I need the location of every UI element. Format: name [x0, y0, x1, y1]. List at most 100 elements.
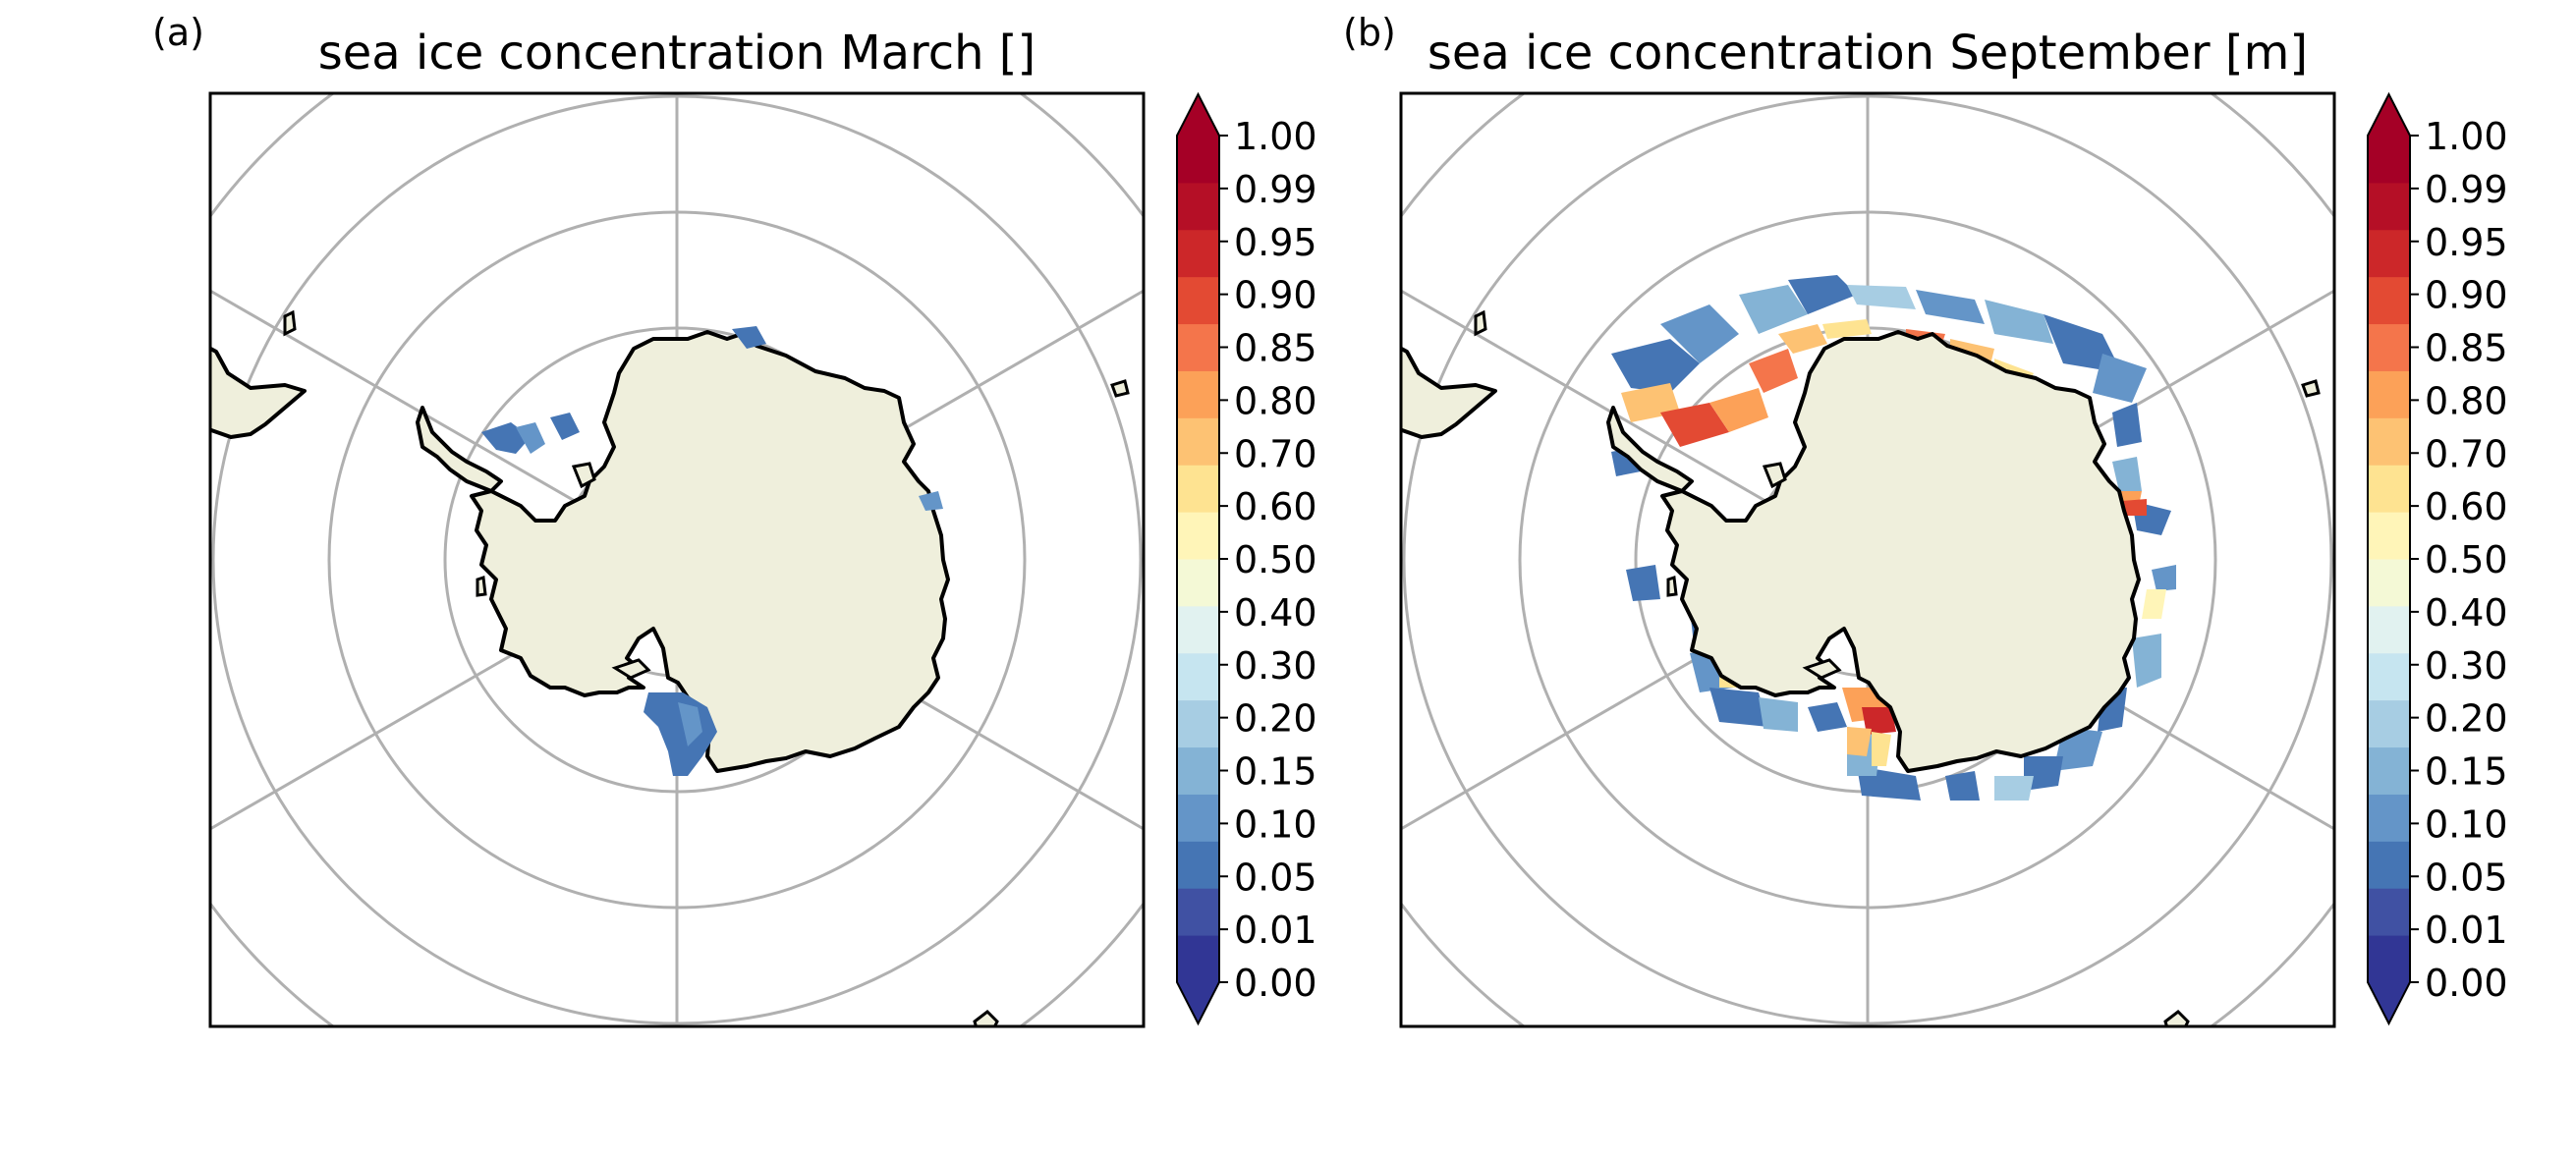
colorbar-a-band [1177, 699, 1219, 748]
sea-ice-field [481, 326, 943, 776]
colorbar-b-tick-label: 0.50 [2425, 538, 2508, 581]
panel-b-map [1401, 93, 2334, 1026]
colorbar-b-tick-label: 0.20 [2425, 697, 2508, 741]
colorbar-a-band [1177, 229, 1219, 278]
colorbar-b-band [2368, 605, 2410, 654]
colorbar-b-band [2368, 652, 2410, 701]
colorbar-a-tick-label: 0.20 [1234, 697, 1317, 741]
colorbar-a-tick-label: 1.00 [1234, 115, 1317, 158]
colorbar-a-extend-min [1177, 982, 1219, 1023]
colorbar-a-tick-label: 0.40 [1234, 591, 1317, 635]
island [1110, 379, 1130, 398]
island [973, 1010, 999, 1026]
colorbar-a: 0.00 0.01 0.05 0.10 0.15 0.20 0.30 0.40 0.50 0.60… [1176, 91, 1317, 1026]
island [1474, 309, 1487, 337]
colorbar-a-tick-label: 0.60 [1234, 485, 1317, 528]
colorbar-b-band [2368, 559, 2410, 607]
colorbar-a-band [1177, 841, 1219, 889]
colorbar-a-tick-label: 0.99 [1234, 168, 1317, 211]
panel-b: (b) sea ice concentration September [m] [1343, 11, 2508, 1028]
colorbar-b-band [2368, 182, 2410, 231]
colorbar-b-tick-label: 0.10 [2425, 802, 2508, 846]
colorbar-a-band [1177, 323, 1219, 371]
colorbar-b-tick-label: 0.05 [2425, 856, 2508, 899]
colorbar-a-tick-label: 0.90 [1234, 274, 1317, 317]
colorbar-a-band [1177, 559, 1219, 607]
colorbar-b-band [2368, 370, 2410, 418]
island [2163, 1010, 2190, 1026]
colorbar-a-band [1177, 652, 1219, 701]
colorbar-b-tick-label: 0.99 [2425, 168, 2508, 211]
colorbar-a-tick-label: 0.10 [1234, 802, 1317, 846]
colorbar-b: 0.00 0.01 0.05 0.10 0.15 0.20 0.30 0.40 0.50 0.60… [2367, 91, 2508, 1026]
colorbar-b-tick-label: 0.70 [2425, 432, 2508, 475]
island [1762, 462, 1787, 489]
colorbar-b-band [2368, 888, 2410, 936]
colorbar-b-extend-min [2368, 982, 2410, 1023]
colorbar-b-tick-label: 0.30 [2425, 644, 2508, 688]
panel-b-label: (b) [1343, 11, 1396, 54]
colorbar-a-band [1177, 746, 1219, 795]
colorbar-b-band [2368, 794, 2410, 842]
colorbar-a-band [1177, 136, 1219, 184]
colorbar-b-band [2368, 512, 2410, 560]
colorbar-b-tick-label: 0.01 [2425, 909, 2508, 952]
colorbar-a-tick-label: 0.85 [1234, 327, 1317, 370]
colorbar-a-band [1177, 512, 1219, 560]
colorbar-a-band [1177, 888, 1219, 936]
colorbar-b-band [2368, 136, 2410, 184]
island [1666, 575, 1678, 597]
colorbar-b-band [2368, 699, 2410, 748]
antarctica-land [1660, 330, 2141, 773]
panel-a-label: (a) [152, 11, 204, 54]
colorbar-b-tick-label: 1.00 [2425, 115, 2508, 158]
colorbar-b-band [2368, 323, 2410, 371]
colorbar-b-tick-label: 0.15 [2425, 750, 2508, 794]
colorbar-a-tick-label: 0.70 [1234, 432, 1317, 475]
island [571, 462, 596, 489]
panel-a-title: sea ice concentration March [] [318, 26, 1036, 81]
island [476, 575, 487, 597]
colorbar-a-band [1177, 417, 1219, 466]
island [2301, 379, 2321, 398]
colorbar-a-band [1177, 605, 1219, 654]
colorbar-a-tick-label: 0.80 [1234, 379, 1317, 422]
colorbar-a-tick-label: 0.05 [1234, 856, 1317, 899]
colorbar-a-tick-label: 0.01 [1234, 909, 1317, 952]
colorbar-a-tick-label: 0.30 [1234, 644, 1317, 688]
colorbar-b-tick-label: 0.80 [2425, 379, 2508, 422]
colorbar-b-tick-label: 0.00 [2425, 962, 2508, 1005]
colorbar-b-band [2368, 465, 2410, 513]
island [1802, 658, 1842, 680]
colorbar-a-band [1177, 794, 1219, 842]
colorbar-a-tick-label: 0.95 [1234, 221, 1317, 264]
colorbar-a-band [1177, 276, 1219, 325]
panel-a-frame [208, 91, 1146, 1028]
colorbar-a-tick-label: 0.15 [1234, 750, 1317, 794]
colorbar-b-band [2368, 229, 2410, 278]
colorbar-b-band [2368, 417, 2410, 466]
colorbar-a-band [1177, 935, 1219, 983]
colorbar-b-tick-label: 0.40 [2425, 591, 2508, 635]
colorbar-a-extend-max [1177, 94, 1219, 136]
colorbar-b-tick-label: 0.95 [2425, 221, 2508, 264]
panel-a-map [210, 93, 1144, 1026]
antarctic-peninsula [416, 406, 503, 493]
island [283, 309, 297, 337]
colorbar-b-band [2368, 935, 2410, 983]
colorbar-b-tick-label: 0.60 [2425, 485, 2508, 528]
antarctic-peninsula [1606, 406, 1694, 493]
colorbar-a-band [1177, 370, 1219, 418]
colorbar-a-tick-label: 0.50 [1234, 538, 1317, 581]
colorbar-a-band [1177, 182, 1219, 231]
colorbar-a-tick-label: 0.00 [1234, 962, 1317, 1005]
colorbar-b-band [2368, 276, 2410, 325]
colorbar-a-band [1177, 465, 1219, 513]
panel-a: (a) sea ice concentration March [] [152, 11, 1317, 1028]
colorbar-b-band [2368, 746, 2410, 795]
panel-b-frame [1399, 91, 2336, 1028]
colorbar-b-band [2368, 841, 2410, 889]
island [611, 658, 651, 680]
colorbar-b-tick-label: 0.90 [2425, 274, 2508, 317]
